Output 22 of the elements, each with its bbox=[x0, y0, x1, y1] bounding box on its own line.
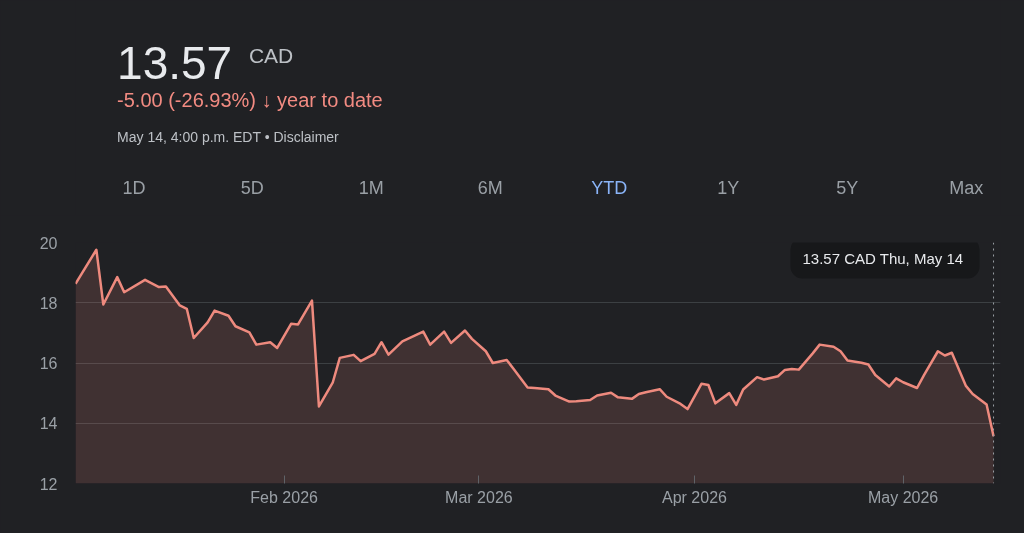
y-tick-label: 18 bbox=[39, 294, 58, 312]
x-tick-label: May 2026 bbox=[868, 488, 939, 506]
text: May 14, 4:00 p.m. EDT • Disclaimer bbox=[117, 128, 340, 145]
text: 5D bbox=[240, 177, 264, 198]
x-tick-label: Apr 2026 bbox=[662, 488, 728, 506]
text: -5.00 (-26.93%) ↓ year to date bbox=[117, 88, 383, 111]
text: 1Y bbox=[717, 177, 740, 198]
text: Max bbox=[949, 177, 984, 198]
y-tick-label: 14 bbox=[39, 415, 58, 433]
text: 1D bbox=[122, 177, 146, 198]
text: 1M bbox=[358, 177, 384, 198]
text: 6M bbox=[477, 177, 503, 198]
y-tick-label: 12 bbox=[39, 475, 58, 493]
text: 5Y bbox=[836, 177, 859, 198]
chart-title: 13.57 bbox=[117, 36, 233, 89]
text: YTD bbox=[591, 177, 628, 198]
x-tick-label: Feb 2026 bbox=[250, 488, 319, 506]
y-tick-label: 16 bbox=[39, 355, 58, 372]
annotation: 13.57 CAD Thu, May 14 bbox=[802, 249, 964, 267]
x-tick-label: Mar 2026 bbox=[445, 488, 513, 506]
chart-subtitle: CAD bbox=[248, 44, 294, 67]
y-tick-label: 20 bbox=[39, 234, 58, 252]
